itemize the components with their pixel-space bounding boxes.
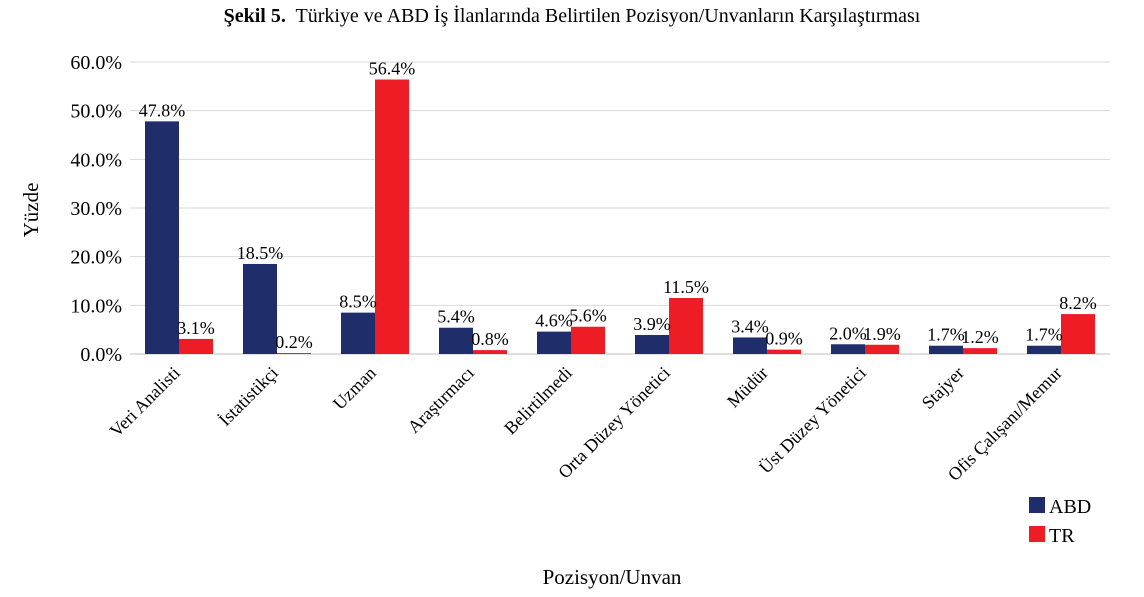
y-tick-label: 50.0% — [70, 101, 122, 123]
data-label-abd: 47.8% — [139, 100, 186, 120]
bar-tr — [669, 298, 703, 354]
data-label-tr: 0.9% — [765, 329, 803, 349]
legend-label-tr: TR — [1049, 525, 1075, 547]
data-label-tr: 8.2% — [1059, 293, 1097, 313]
y-axis-tick-labels: 0.0% 10.0% 20.0% 30.0% 40.0% 50.0% 60.0% — [70, 52, 122, 366]
data-label-abd: 2.0% — [829, 323, 867, 343]
data-label-abd: 4.6% — [535, 311, 573, 331]
figure-label: Şekil 5. — [224, 5, 286, 27]
data-label-abd: 18.5% — [237, 243, 284, 263]
legend-label-abd: ABD — [1049, 496, 1091, 518]
bar-tr — [375, 79, 409, 355]
bar-abd — [439, 327, 473, 354]
y-tick-label: 0.0% — [80, 344, 122, 366]
bar-abd — [929, 345, 963, 354]
data-label-tr: 0.2% — [275, 332, 313, 352]
bar-abd — [733, 337, 767, 354]
x-tick-label: Orta Düzey Yönetici — [554, 363, 674, 483]
bar-abd — [341, 312, 375, 354]
x-tick-label: Stajyer — [918, 363, 968, 413]
data-label-tr: 1.9% — [863, 324, 901, 344]
data-labels: 47.8% 3.1% 18.5% 0.2% 8.5% 56.4% 5.4%0.8% 4.6%5… — [139, 59, 1097, 353]
x-tick-label: Veri Analisti — [106, 363, 184, 441]
bar-abd — [243, 263, 277, 354]
bars — [145, 79, 1095, 355]
data-label-tr: 1.2% — [961, 327, 999, 347]
data-label-abd: 1.7% — [1025, 325, 1063, 345]
data-label-tr: 0.8% — [471, 329, 509, 349]
x-tick-label: İstatistikçi — [215, 363, 282, 430]
data-label-abd: 3.4% — [731, 316, 769, 336]
y-tick-label: 10.0% — [70, 295, 122, 317]
data-label-abd: 1.7% — [927, 325, 965, 345]
bar-tr — [571, 326, 605, 354]
bar-abd — [831, 344, 865, 354]
data-label-abd: 5.4% — [437, 307, 475, 327]
x-tick-label: Uzman — [329, 363, 380, 414]
data-label-abd: 3.9% — [633, 314, 671, 334]
bar-tr — [277, 353, 311, 354]
chart-title: Şekil 5. Türkiye ve ABD İş İlanlarında B… — [224, 4, 921, 27]
bar-tr — [767, 349, 801, 354]
bar-abd — [145, 121, 179, 354]
x-tick-label: Araştırmacı — [404, 363, 478, 437]
legend-swatch-abd — [1029, 497, 1045, 513]
bar-tr — [473, 350, 507, 354]
bar-abd — [635, 335, 669, 354]
y-axis-label: Yüzde — [19, 183, 43, 238]
bar-tr — [1061, 314, 1095, 354]
svg-text:Şekil 5. Türkiye ve ABD: Şekil 5. Türkiye ve ABD İş İlanlarında B… — [224, 4, 921, 27]
bar-abd — [537, 331, 571, 354]
data-label-abd: 8.5% — [339, 292, 377, 312]
y-tick-label: 40.0% — [70, 149, 122, 171]
legend-swatch-tr — [1029, 526, 1045, 542]
x-axis-label: Pozisyon/Unvan — [543, 565, 682, 589]
x-tick-label: Müdür — [723, 363, 772, 412]
bar-tr — [179, 338, 213, 354]
figure-caption: Türkiye ve ABD İş İlanlarında Belirtilen… — [296, 4, 921, 27]
gridlines — [130, 61, 1110, 355]
bar-abd — [1027, 345, 1061, 354]
y-tick-label: 20.0% — [70, 247, 122, 269]
x-tick-label: Belirtilmedi — [500, 363, 576, 439]
x-axis-tick-labels: Veri Analisti İstatistikçi Uzman Araştırmac… — [106, 363, 1066, 485]
y-tick-label: 30.0% — [70, 198, 122, 220]
legend: ABD TR — [1029, 496, 1091, 547]
y-tick-label: 60.0% — [70, 52, 122, 74]
data-label-tr: 56.4% — [369, 59, 416, 79]
data-label-tr: 3.1% — [177, 318, 215, 338]
data-label-tr: 11.5% — [663, 277, 709, 297]
bar-tr — [963, 348, 997, 354]
x-tick-label: Üst Düzey Yönetici — [755, 363, 870, 478]
data-label-tr: 5.6% — [569, 306, 607, 326]
bar-tr — [865, 344, 899, 354]
